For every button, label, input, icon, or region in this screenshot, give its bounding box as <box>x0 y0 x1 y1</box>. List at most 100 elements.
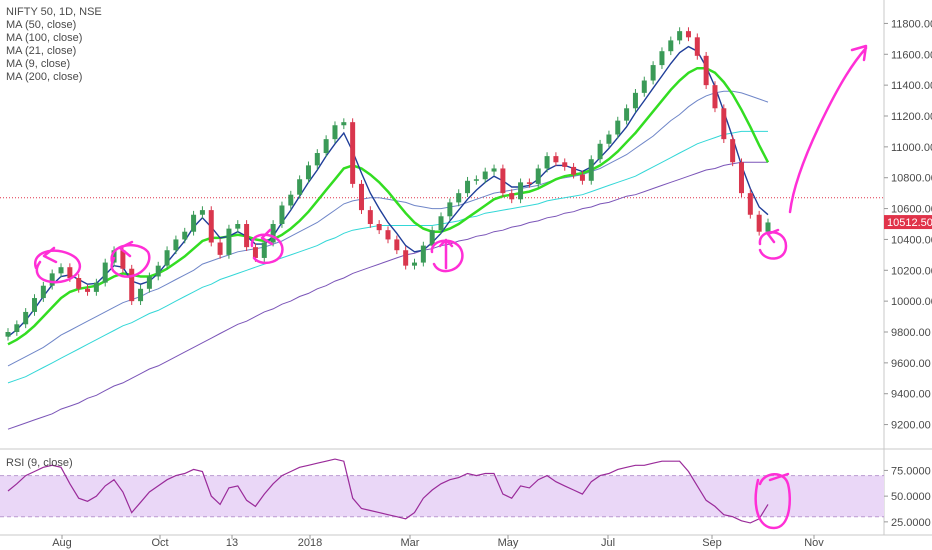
legend-ma200[interactable]: MA (200, close) <box>6 71 83 83</box>
candle-body <box>571 166 577 175</box>
candle-body <box>155 265 161 277</box>
y-tick-label: 11800.00 <box>891 18 932 30</box>
candle-body <box>146 276 152 289</box>
candle-body <box>182 231 188 240</box>
candle-body <box>412 262 418 266</box>
candle-body <box>58 267 64 274</box>
candle-body <box>244 224 250 248</box>
y-tick-label: 9600.00 <box>891 358 931 370</box>
candle-body <box>553 156 559 163</box>
annotations <box>34 44 868 530</box>
candle-body <box>138 288 144 302</box>
candle-body <box>164 250 170 266</box>
circle-annotation <box>34 246 82 284</box>
candle-body <box>305 165 311 180</box>
candle-body <box>350 122 356 184</box>
candle-body <box>641 80 647 93</box>
candle-body <box>526 182 532 184</box>
candle-body <box>588 159 594 181</box>
price-grid <box>0 0 932 536</box>
candle-body <box>394 239 400 251</box>
candle-body <box>544 156 550 169</box>
y-tick-label: 9400.00 <box>891 389 931 401</box>
legend-ma21[interactable]: MA (21, close) <box>6 45 77 57</box>
time-axis: Aug Oct 13 2018 Mar May Jul Sep Nov <box>52 535 824 549</box>
candle-body <box>5 332 11 337</box>
candle-body <box>191 214 197 232</box>
x-tick-label: Sep <box>702 537 722 549</box>
ma9-line <box>7 45 769 338</box>
candle-body <box>358 183 364 211</box>
candle-body <box>288 194 294 206</box>
candle-body <box>332 125 338 140</box>
y-tick-label: 10600.00 <box>891 204 932 216</box>
last-price-tag <box>884 215 932 230</box>
candle-body <box>297 179 303 195</box>
legend-ma50[interactable]: MA (50, close) <box>6 19 77 31</box>
candle-body <box>49 273 55 286</box>
candle-body <box>111 250 117 263</box>
candle-body <box>765 222 771 232</box>
y-tick-label: 10400.00 <box>891 234 932 246</box>
candle-body <box>429 230 435 246</box>
candle-body <box>482 171 488 180</box>
y-tick-label: 10200.00 <box>891 265 932 277</box>
ma50-line <box>7 90 769 367</box>
candle-body <box>509 193 515 200</box>
candle-body <box>756 214 762 232</box>
candle-body <box>341 122 347 126</box>
candle-body <box>712 85 718 109</box>
candle-body <box>747 193 753 215</box>
y-tick-label: 10800.00 <box>891 173 932 185</box>
candle-body <box>129 268 135 302</box>
candle-body <box>403 250 409 266</box>
rsi-line <box>7 458 769 524</box>
legend-ma9[interactable]: MA (9, close) <box>6 58 71 70</box>
candle-body <box>199 210 205 215</box>
candle-body <box>252 247 258 258</box>
candle-body <box>67 267 73 278</box>
candle-body <box>694 37 700 56</box>
candle-body <box>650 65 656 81</box>
candle-body <box>730 139 736 163</box>
x-tick-label: Nov <box>804 537 824 549</box>
candle-body <box>597 143 603 160</box>
candle-body <box>367 210 373 224</box>
rsi-tick-label: 25.0000 <box>891 517 931 529</box>
price-axis: 11800.00 11600.00 11400.00 11200.00 11000.00… <box>884 18 932 529</box>
legend-ma100[interactable]: MA (100, close) <box>6 32 83 44</box>
candle-body <box>615 120 621 135</box>
candle-body <box>518 182 524 200</box>
candle-body <box>376 224 382 231</box>
last-price-label: 10512.50 <box>887 217 932 229</box>
candle-body <box>217 242 223 255</box>
candle-body <box>420 245 426 263</box>
legend-title: NIFTY 50, 1D, NSE <box>6 6 102 18</box>
rsi-tick-label: 50.0000 <box>891 491 931 503</box>
y-tick-label: 11200.00 <box>891 111 932 123</box>
candle-body <box>279 205 285 224</box>
candle-body <box>659 51 665 66</box>
candle-body <box>562 162 568 167</box>
candle-body <box>208 210 214 243</box>
candle-body <box>32 298 38 312</box>
candle-body <box>438 216 444 231</box>
candle-body <box>323 139 329 154</box>
candle-body <box>270 224 276 243</box>
candle-body <box>85 288 91 292</box>
y-tick-label: 11400.00 <box>891 80 932 92</box>
candles <box>5 27 771 341</box>
y-tick-label: 9200.00 <box>891 420 931 432</box>
candle-body <box>685 31 691 38</box>
candle-body <box>226 228 232 255</box>
x-tick-label: 2018 <box>298 537 322 549</box>
candle-body <box>491 168 497 172</box>
rsi-panel <box>0 458 884 524</box>
candle-body <box>535 168 541 184</box>
x-tick-label: May <box>498 537 519 549</box>
candle-body <box>606 134 612 144</box>
rsi-legend[interactable]: RSI (9, close) <box>6 457 73 469</box>
candle-body <box>120 250 126 269</box>
trend-arrow-annotation <box>788 44 868 214</box>
